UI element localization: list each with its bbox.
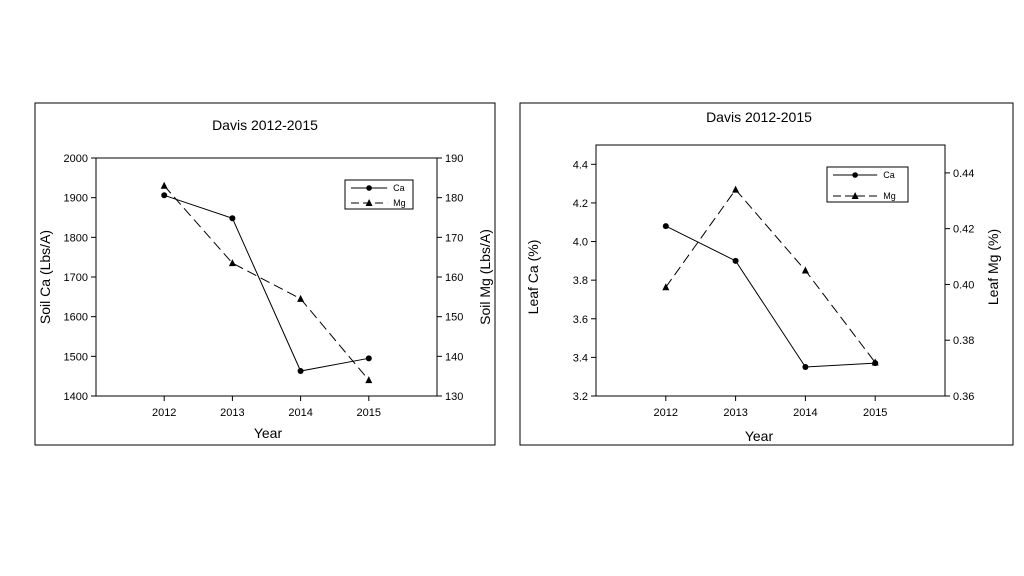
chart-1-frame: [34, 102, 496, 446]
data-point-ca: [662, 223, 669, 230]
y2-tick-label: 160: [445, 272, 463, 284]
y-tick-label: 4.2: [573, 198, 588, 210]
y-tick-label: 2000: [64, 153, 88, 165]
y2-tick-label: 140: [445, 351, 463, 363]
chart-2-x-axis-label: Year: [745, 428, 774, 444]
legend-box: [826, 166, 909, 203]
x-tick-label: 2013: [220, 407, 244, 419]
data-point-mg: [297, 294, 305, 302]
y-tick-label: 1400: [64, 391, 88, 403]
chart-1-y2-axis-label: Soil Mg (Lbs/A): [477, 229, 493, 325]
y-tick-label: 1900: [64, 193, 88, 205]
legend-marker-ca: [366, 185, 372, 191]
y-tick-label: 1500: [64, 351, 88, 363]
x-tick-label: 2015: [863, 407, 887, 419]
series-line-mg: [163, 185, 370, 381]
y2-tick-label: 170: [445, 232, 463, 244]
x-tick-label: 2012: [152, 407, 176, 419]
plot-area-border: [595, 144, 946, 397]
data-point-ca: [732, 257, 739, 264]
legend: Ca Mg: [826, 166, 909, 203]
y-tick-label: 3.2: [573, 391, 588, 403]
data-point-mg: [160, 181, 168, 189]
y2-tick-label: 130: [445, 391, 463, 403]
chart-1-x-axis-label: Year: [254, 425, 283, 441]
legend-label-mg: Mg: [393, 198, 406, 208]
data-point-mg: [228, 259, 236, 267]
data-point-ca: [161, 192, 168, 199]
y-tick-label: 3.6: [573, 314, 588, 326]
legend-marker-mg: [365, 199, 373, 206]
chart-2-y2-axis-label: Leaf Mg (%): [985, 229, 1001, 305]
legend-box: [344, 179, 414, 210]
y2-tick-label: 0.42: [953, 224, 974, 236]
chart-2-plot: 2012 2013 2014 2015 3.2 3.4 3.6 3.8 4.0 4.2 4.4 0.3…: [573, 144, 974, 419]
legend-marker-ca: [852, 172, 858, 178]
y2-tick-label: 190: [445, 153, 463, 165]
y-tick-label: 1700: [64, 272, 88, 284]
chart-1: Davis 2012-2015 Year Soil Ca (Lbs/A) Soi…: [34, 102, 496, 446]
x-tick-label: 2015: [357, 407, 381, 419]
chart-1-plot: 2012 2013 2014 2015 1400 1500 1600 1700 1800 1900…: [64, 153, 464, 419]
data-point-mg: [871, 358, 879, 366]
legend-label-mg: Mg: [883, 191, 896, 201]
y2-tick-label: 0.38: [953, 335, 974, 347]
legend-label-ca: Ca: [393, 183, 405, 193]
x-tick-label: 2012: [654, 407, 678, 419]
y-tick-label: 4.0: [573, 237, 588, 249]
legend: Ca Mg: [344, 179, 414, 210]
x-tick-label: 2014: [793, 407, 817, 419]
chart-2-y-axis-label: Leaf Ca (%): [525, 240, 541, 315]
data-point-mg: [732, 185, 740, 193]
x-tick-label: 2013: [723, 407, 747, 419]
chart-1-title: Davis 2012-2015: [212, 117, 318, 133]
y2-tick-label: 0.40: [953, 279, 974, 291]
y2-tick-label: 0.36: [953, 391, 974, 403]
y-tick-label: 3.8: [573, 275, 588, 287]
data-point-mg: [365, 376, 373, 384]
legend-label-ca: Ca: [883, 170, 895, 180]
y-tick-label: 4.4: [573, 159, 588, 171]
legend-marker-mg: [851, 192, 859, 199]
data-point-ca: [229, 215, 236, 222]
y-tick-label: 1800: [64, 232, 88, 244]
chart-2-frame: [519, 102, 1014, 446]
x-tick-label: 2014: [288, 407, 312, 419]
y-tick-label: 3.4: [573, 352, 588, 364]
chart-2: Davis 2012-2015 Year Leaf Ca (%) Leaf Mg…: [519, 102, 1014, 446]
y-tick-label: 1600: [64, 312, 88, 324]
data-point-mg: [801, 266, 809, 274]
data-point-ca: [802, 364, 809, 371]
data-point-mg: [662, 283, 670, 291]
series-line-mg: [665, 188, 876, 363]
y2-tick-label: 0.44: [953, 168, 974, 180]
series-line-ca: [164, 194, 369, 372]
series-line-ca: [665, 225, 876, 368]
data-point-ca: [297, 368, 304, 375]
chart-2-title: Davis 2012-2015: [706, 109, 812, 125]
chart-1-y-axis-label: Soil Ca (Lbs/A): [37, 230, 53, 324]
y2-tick-label: 150: [445, 312, 463, 324]
y2-tick-label: 180: [445, 193, 463, 205]
data-point-ca: [365, 355, 372, 362]
